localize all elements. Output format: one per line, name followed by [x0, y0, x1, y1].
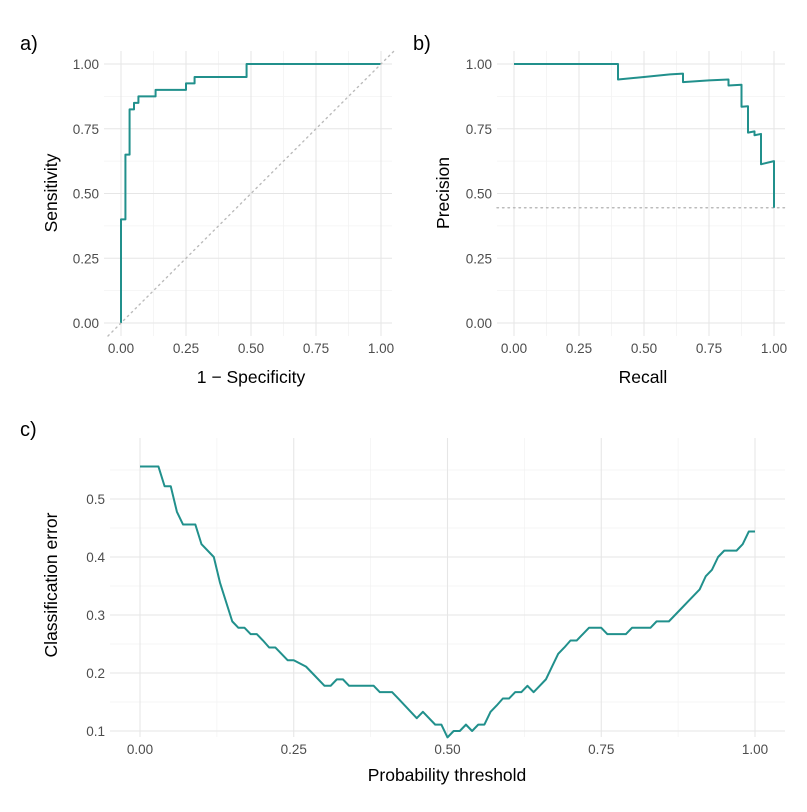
- classification-error-panel: c) 0.00 0.25 0.50 0.75 1.00 0.1 0.2 0.3 0.4 0.5 P…: [20, 419, 785, 785]
- roc-y-tick-label: 0.75: [73, 122, 99, 137]
- roc-x-tick-label: 0.25: [173, 341, 199, 356]
- pr-y-tick-label: 0.00: [466, 316, 492, 331]
- error-x-tick-label: 1.00: [742, 742, 768, 757]
- roc-x-axis-title: 1 − Specificity: [197, 367, 306, 387]
- error-y-tick-label: 0.2: [86, 666, 105, 681]
- panel-a-tag: a): [20, 33, 38, 55]
- error-y-tick-label: 0.4: [86, 550, 105, 565]
- pr-x-tick-label: 0.75: [696, 341, 722, 356]
- error-y-tick-label: 0.5: [86, 492, 105, 507]
- pr-x-tick-label: 0.50: [631, 341, 657, 356]
- roc-x-tick-label: 0.00: [108, 341, 134, 356]
- error-x-tick-label: 0.50: [434, 742, 460, 757]
- roc-y-tick-label: 0.25: [73, 251, 99, 266]
- roc-curve: [120, 63, 381, 323]
- roc-x-tick-label: 0.50: [238, 341, 264, 356]
- error-y-tick-label: 0.1: [86, 724, 105, 739]
- pr-x-tick-label: 1.00: [761, 341, 787, 356]
- error-y-axis-title: Classification error: [41, 512, 61, 657]
- panel-c-tag: c): [20, 419, 37, 441]
- precision-recall-panel: b) 0.00 0.25 0.50 0.75 1.00 0.00 0.25 0.50 0.75 1…: [413, 33, 787, 387]
- error-y-tick-label: 0.3: [86, 608, 105, 623]
- error-x-tick-label: 0.75: [588, 742, 614, 757]
- pr-y-tick-label: 1.00: [466, 57, 492, 72]
- roc-x-tick-label: 1.00: [368, 341, 394, 356]
- error-curve: [140, 465, 755, 739]
- roc-y-axis-title: Sensitivity: [41, 153, 61, 232]
- roc-y-tick-label: 0.50: [73, 187, 99, 202]
- error-x-tick-label: 0.25: [281, 742, 307, 757]
- pr-x-axis-title: Recall: [619, 367, 668, 387]
- pr-y-tick-label: 0.25: [466, 251, 492, 266]
- error-x-tick-label: 0.00: [127, 742, 153, 757]
- roc-panel: a) 0.00 0.25 0.50 0.75 1.00 0.00 0.25 0.50 0.75 1…: [20, 33, 395, 387]
- panel-b-tag: b): [413, 33, 431, 55]
- pr-x-tick-label: 0.25: [566, 341, 592, 356]
- pr-x-tick-label: 0.00: [501, 341, 527, 356]
- roc-y-tick-label: 0.00: [73, 316, 99, 331]
- pr-y-tick-label: 0.75: [466, 122, 492, 137]
- pr-y-axis-title: Precision: [433, 157, 453, 229]
- roc-y-tick-label: 1.00: [73, 57, 99, 72]
- error-x-axis-title: Probability threshold: [368, 765, 527, 785]
- roc-chance-line: [107, 50, 395, 337]
- roc-x-tick-label: 0.75: [303, 341, 329, 356]
- pr-y-tick-label: 0.50: [466, 187, 492, 202]
- pr-curve: [514, 63, 775, 208]
